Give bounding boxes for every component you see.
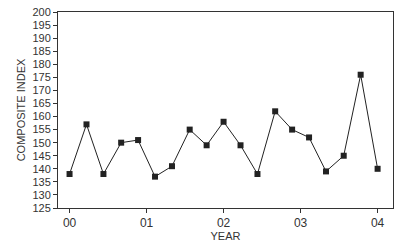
svg-text:165: 165 xyxy=(32,97,50,109)
svg-text:140: 140 xyxy=(32,163,50,175)
svg-text:01: 01 xyxy=(140,216,154,230)
svg-text:02: 02 xyxy=(217,216,231,230)
svg-text:04: 04 xyxy=(371,216,385,230)
svg-text:185: 185 xyxy=(32,45,50,57)
svg-text:145: 145 xyxy=(32,150,50,162)
svg-text:YEAR: YEAR xyxy=(211,230,241,242)
svg-text:125: 125 xyxy=(32,202,50,214)
svg-text:130: 130 xyxy=(32,189,50,201)
svg-text:135: 135 xyxy=(32,176,50,188)
svg-text:170: 170 xyxy=(32,84,50,96)
svg-text:150: 150 xyxy=(32,137,50,149)
svg-text:195: 195 xyxy=(32,19,50,31)
svg-text:200: 200 xyxy=(32,6,50,18)
svg-text:190: 190 xyxy=(32,32,50,44)
svg-text:180: 180 xyxy=(32,58,50,70)
svg-text:COMPOSITE INDEX: COMPOSITE INDEX xyxy=(15,58,27,161)
svg-text:00: 00 xyxy=(63,216,77,230)
svg-text:160: 160 xyxy=(32,110,50,122)
svg-text:175: 175 xyxy=(32,71,50,83)
svg-text:155: 155 xyxy=(32,123,50,135)
svg-text:03: 03 xyxy=(294,216,308,230)
